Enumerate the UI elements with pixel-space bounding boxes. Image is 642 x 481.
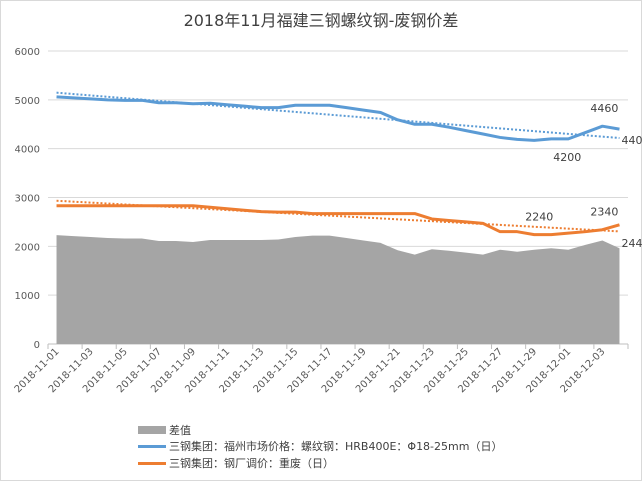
legend-swatch-line [138, 444, 166, 448]
series-line-2 [56, 204, 620, 237]
y-tick-label: 1000 [15, 291, 40, 302]
chart-title: 2018年11月福建三钢螺纹钢-废钢价差 [183, 11, 459, 30]
series-line-1 [56, 95, 620, 142]
legend-item-diff: 差值 [138, 422, 191, 438]
legend-swatch-line [138, 461, 166, 465]
data-label: 2240 [525, 211, 553, 224]
y-tick-label: 5000 [15, 96, 40, 107]
data-label: 4460 [590, 102, 618, 115]
legend-swatch-area [138, 426, 166, 434]
y-tick-label: 4000 [15, 145, 40, 156]
data-label: 4400 [621, 134, 642, 147]
y-tick-label: 2000 [15, 242, 40, 253]
legend-item-scrap: 三钢集团：钢厂调价：重废（日） [138, 455, 334, 471]
legend-item-rebar: 三钢集团：福州市场价格：螺纹钢：HRB400E：Φ18-25mm（日） [138, 438, 502, 454]
area-diff [56, 235, 620, 344]
data-label: 4200 [553, 151, 581, 164]
y-tick-label: 3000 [15, 194, 40, 205]
y-tick-label: 6000 [15, 47, 40, 58]
legend-label: 三钢集团：钢厂调价：重废（日） [169, 457, 334, 470]
y-tick-label: 0 [34, 340, 40, 351]
data-label: 2440 [621, 237, 642, 250]
legend-label: 三钢集团：福州市场价格：螺纹钢：HRB400E：Φ18-25mm（日） [169, 440, 503, 453]
data-label: 2340 [590, 206, 618, 219]
legend-label: 差值 [169, 424, 191, 437]
